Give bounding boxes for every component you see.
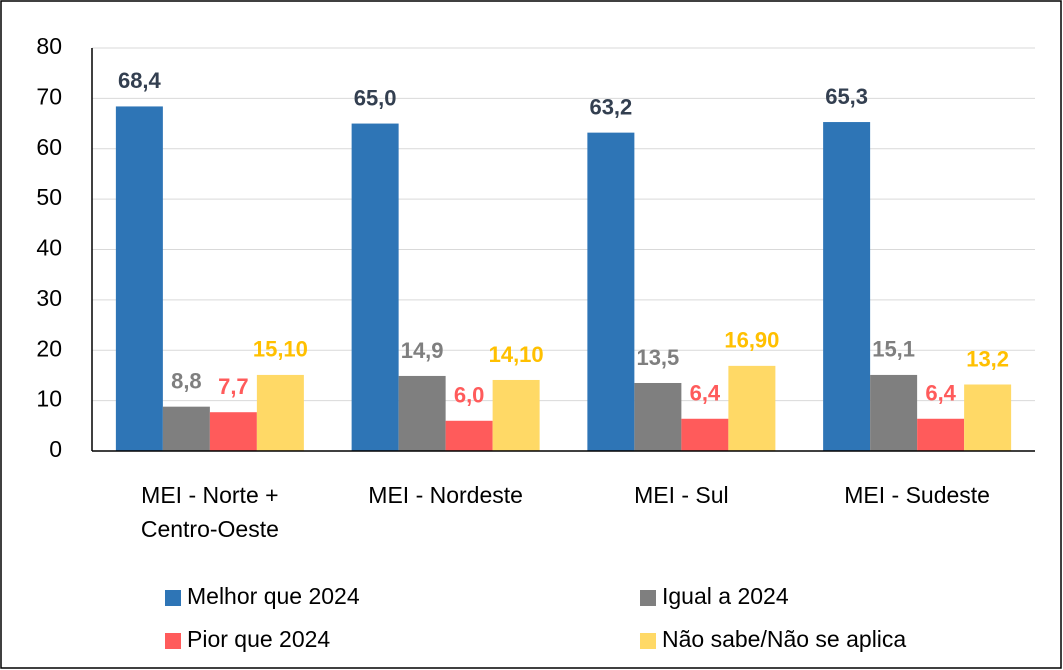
bar (964, 384, 1012, 451)
bar (823, 122, 871, 452)
data-label: 6,4 (690, 381, 721, 406)
data-label: 7,7 (218, 374, 249, 399)
data-label: 65,3 (825, 84, 868, 109)
bar (115, 106, 163, 451)
legend-swatch (165, 633, 181, 649)
bar (351, 123, 399, 451)
data-label: 6,4 (925, 381, 956, 406)
data-label: 65,0 (354, 85, 397, 110)
legend-label: Melhor que 2024 (187, 583, 360, 609)
data-label: 6,0 (454, 383, 485, 408)
bar (445, 420, 493, 451)
data-label: 13,2 (966, 346, 1009, 371)
y-tick-label: 70 (36, 83, 62, 109)
bar (587, 132, 635, 451)
y-tick-label: 40 (36, 235, 62, 261)
bar (681, 418, 729, 451)
data-label: 15,1 (872, 337, 915, 362)
x-tick-label: MEI - Sudeste (844, 482, 990, 508)
bar (728, 365, 776, 451)
bar (492, 379, 540, 451)
x-tick-label: MEI - Nordeste (368, 482, 523, 508)
data-label: 14,9 (401, 338, 444, 363)
bar (209, 412, 257, 451)
data-label: 8,8 (171, 368, 202, 393)
data-label: 68,4 (118, 68, 162, 93)
x-tick-label: MEI - Norte + Centro-Oeste (140, 482, 279, 542)
y-tick-label: 0 (49, 436, 62, 462)
bar (398, 375, 446, 451)
bar (870, 374, 918, 451)
legend-swatch (640, 590, 656, 606)
bar (917, 418, 965, 451)
y-tick-label: 20 (36, 335, 62, 361)
x-tick-label: MEI - Sul (634, 482, 729, 508)
y-tick-label: 50 (36, 184, 62, 210)
legend-label: Igual a 2024 (662, 583, 789, 609)
legend-swatch (640, 633, 656, 649)
data-label: 16,90 (724, 328, 779, 353)
data-label: 13,5 (636, 345, 679, 370)
legend-swatch (165, 590, 181, 606)
data-label: 15,10 (253, 337, 308, 362)
data-label: 63,2 (589, 94, 632, 119)
y-tick-label: 60 (36, 134, 62, 160)
bar (634, 382, 682, 451)
bar (162, 406, 210, 451)
y-tick-label: 30 (36, 285, 62, 311)
legend-label: Não sabe/Não se aplica (662, 626, 906, 652)
data-label: 14,10 (489, 342, 544, 367)
legend-label: Pior que 2024 (187, 626, 330, 652)
y-tick-label: 10 (36, 386, 62, 412)
bar (256, 374, 304, 451)
y-tick-label: 80 (36, 33, 62, 59)
